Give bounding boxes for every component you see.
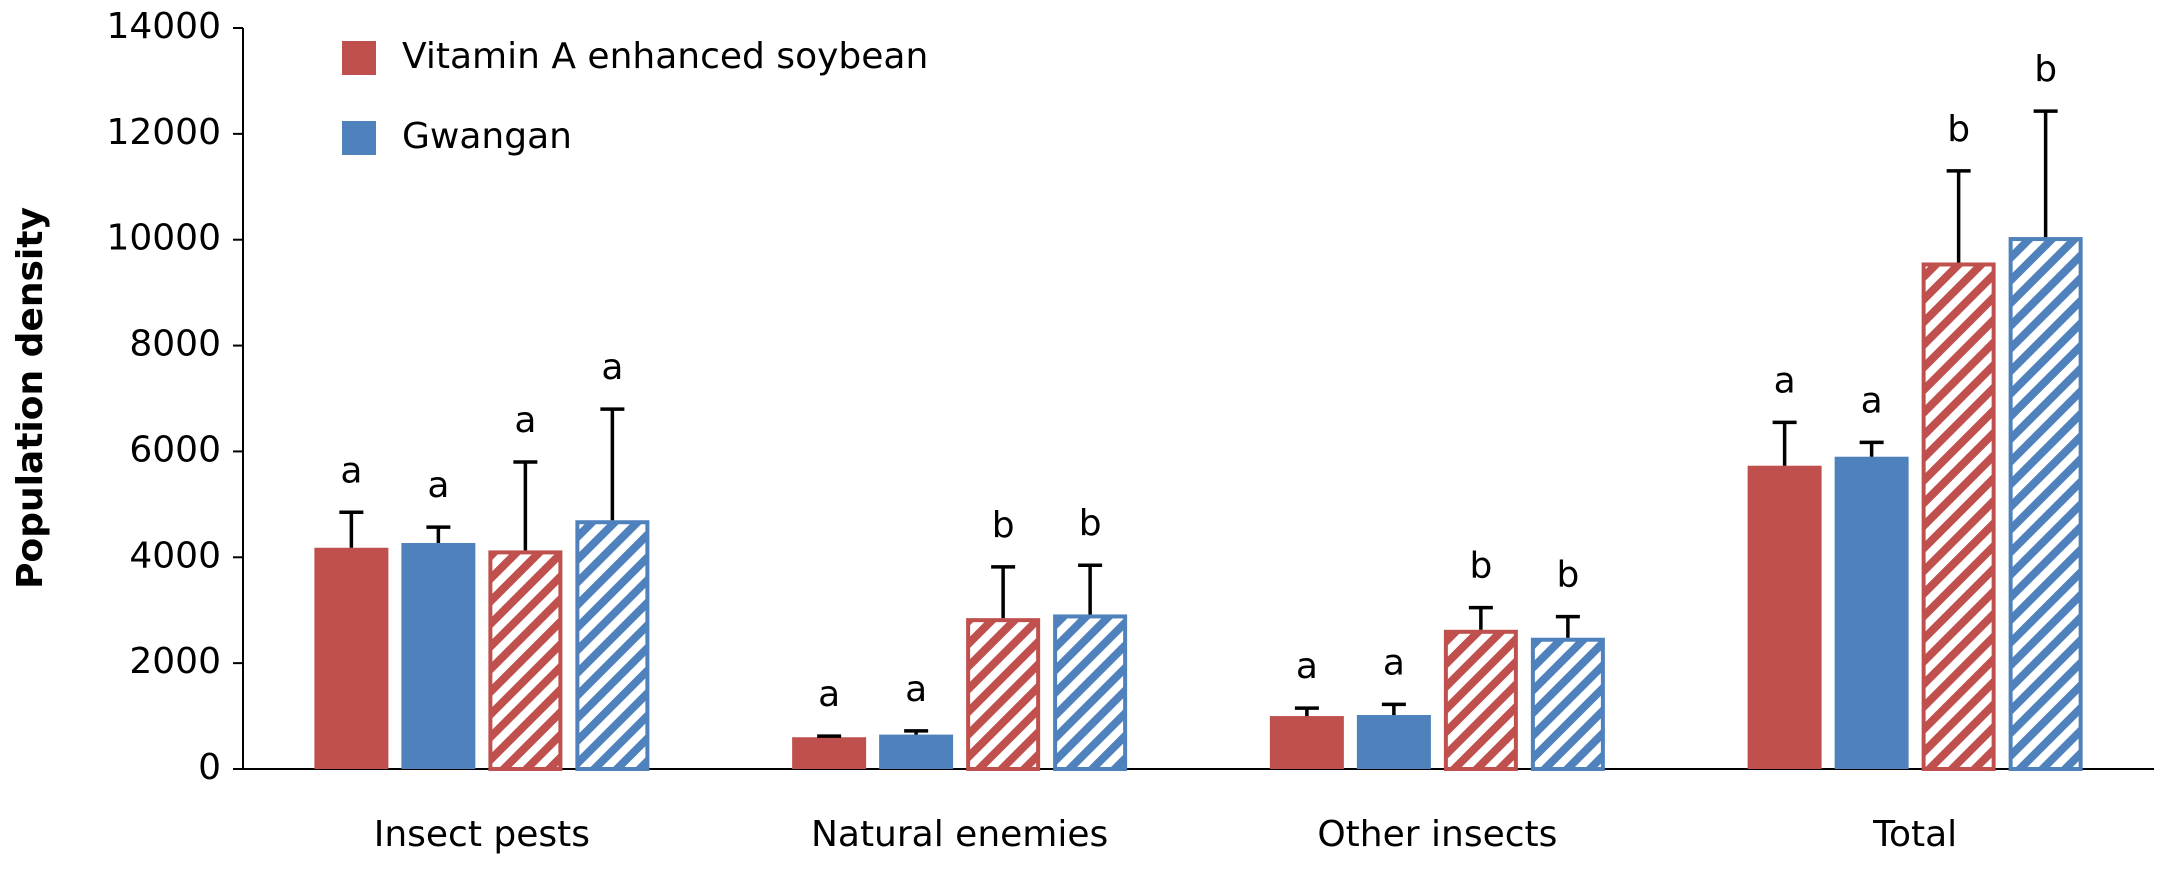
error-bar: [1555, 614, 1580, 638]
y-tick-label: 6000: [129, 429, 221, 470]
bar: [1443, 629, 1518, 771]
legend-swatch: [342, 41, 376, 75]
x-tick-label: Insect pests: [374, 814, 590, 855]
legend-swatch: [342, 121, 376, 155]
significance-letter: a: [340, 450, 362, 491]
error-bar: [426, 525, 451, 543]
y-tick-label: 0: [198, 747, 221, 788]
bar: [966, 618, 1041, 771]
significance-letter: a: [905, 669, 927, 710]
significance-letter: a: [1774, 360, 1796, 401]
significance-letter: a: [1861, 380, 1883, 421]
y-tick-label: 12000: [106, 112, 221, 153]
y-tick-label: 2000: [129, 641, 221, 682]
significance-letter: b: [1947, 109, 1970, 150]
significance-letter: a: [1296, 646, 1318, 687]
y-tick-label: 4000: [129, 535, 221, 576]
error-bar: [339, 510, 364, 548]
y-tick-label: 8000: [129, 324, 221, 365]
significance-letter: a: [514, 400, 536, 441]
x-tick-label: Natural enemies: [811, 814, 1108, 855]
significance-letter: b: [2034, 49, 2057, 90]
bar: [1834, 456, 1909, 769]
error-bar: [1468, 605, 1493, 630]
x-tick-label: Other insects: [1317, 814, 1557, 855]
bar: [401, 542, 476, 769]
error-bar: [1381, 702, 1406, 716]
bar: [1053, 614, 1128, 771]
significance-letter: a: [1383, 642, 1405, 683]
bar: [1921, 262, 1996, 771]
bar: [1530, 637, 1605, 771]
y-tick-label: 10000: [106, 218, 221, 259]
bar: [792, 737, 867, 769]
bar: [1356, 715, 1431, 769]
bar: [1747, 465, 1822, 769]
significance-letter: b: [1469, 546, 1492, 587]
error-bar: [1294, 706, 1319, 717]
bar: [1269, 716, 1344, 769]
y-axis-label: Population density: [10, 207, 51, 589]
legend-label: Gwangan: [402, 116, 572, 157]
significance-letter: b: [1079, 503, 1102, 544]
significance-letter: a: [427, 465, 449, 506]
bar: [488, 550, 563, 772]
error-bar: [1078, 563, 1103, 615]
error-bar: [1859, 440, 1884, 457]
legend-label: Vitamin A enhanced soybean: [402, 36, 928, 77]
x-tick-label: Total: [1872, 814, 1957, 855]
significance-letter: a: [818, 674, 840, 715]
error-bar: [991, 565, 1016, 619]
significance-letter: b: [992, 505, 1015, 546]
y-tick-label: 14000: [106, 6, 221, 47]
bar: [314, 547, 389, 769]
bar: [879, 734, 954, 769]
error-bar: [904, 729, 929, 735]
error-bar: [1772, 420, 1797, 466]
error-bar: [817, 734, 842, 738]
bar: [2008, 237, 2083, 771]
bar: [575, 520, 650, 771]
error-bar: [2033, 109, 2058, 238]
error-bar: [513, 460, 538, 551]
error-bar: [1946, 169, 1971, 263]
significance-letter: b: [1556, 555, 1579, 596]
error-bar: [600, 407, 625, 521]
significance-letter: a: [601, 347, 623, 388]
